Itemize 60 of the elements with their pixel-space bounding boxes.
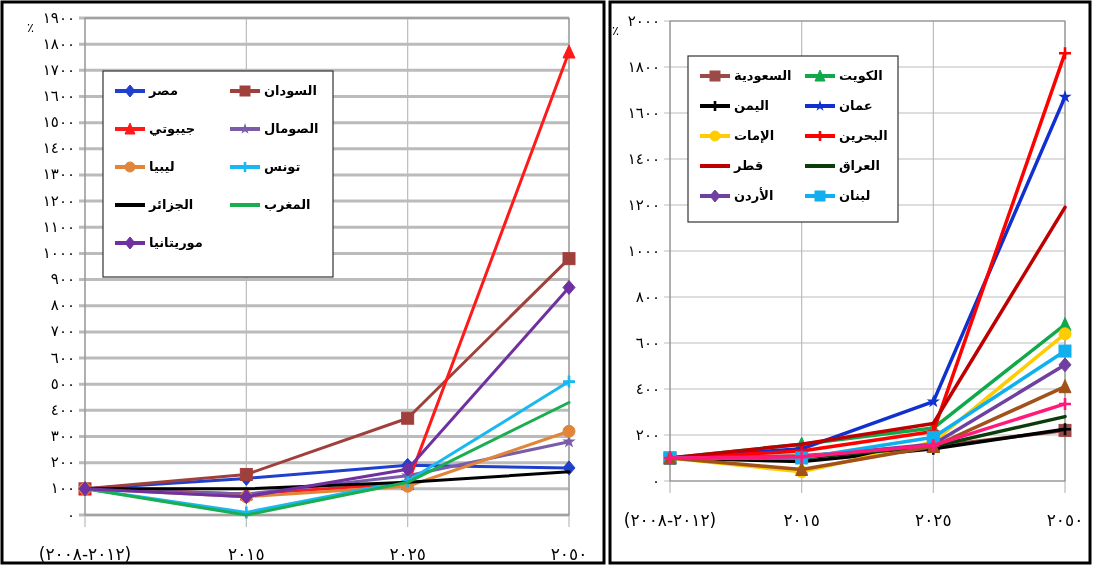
legend-label: عمان [839, 97, 873, 113]
x-tick-label: (٢٠٠٨-٢٠١٢) [623, 510, 717, 530]
y-tick-label: ١٩٠٠ [42, 8, 75, 27]
x-tick-label: ٢٠١٥ [783, 510, 820, 530]
x-tick-label: ٢٠٥٠ [1046, 510, 1084, 530]
y-tick-label: ١٠٠ [50, 479, 75, 498]
y-tick-label: ٩٠٠ [50, 270, 75, 289]
y-tick-label: ١٠٠٠ [42, 243, 75, 262]
x-tick-label: ٢٠٢٥ [915, 510, 952, 530]
y-tick-label: ٤٠٠ [50, 400, 75, 419]
legend-label: ليبيا [149, 158, 175, 174]
y-axis-title: ٪ [612, 23, 619, 38]
y-tick-label: ٥٠٠ [50, 374, 75, 393]
legend-label: جيبوتي [149, 120, 196, 136]
y-tick-label: ٢٠٠ [635, 425, 660, 444]
y-tick-label: ٦٠٠ [50, 348, 75, 367]
x-tick-label: ٢٠٢٥ [389, 544, 426, 564]
y-tick-label: ٠ [66, 505, 75, 524]
legend-label: الجزائر [148, 196, 194, 212]
legend-label: مصر [148, 82, 178, 98]
y-tick-label: ٤٠٠ [635, 379, 660, 398]
legend-label: الإمات [734, 127, 775, 143]
legend-label: قطر [733, 157, 764, 173]
y-tick-label: ١٧٠٠ [42, 60, 75, 79]
y-tick-label: ٣٠٠ [50, 427, 75, 446]
y-tick-label: ١٨٠٠ [42, 34, 75, 53]
legend-label: موريتانيا [149, 234, 203, 250]
y-tick-label: ٢٠٠٠ [627, 11, 660, 30]
y-tick-label: ١٥٠٠ [42, 113, 75, 132]
y-tick-label: ١٨٠٠ [627, 57, 660, 76]
legend-label: البحرين [839, 127, 888, 143]
y-tick-label: ٦٠٠ [635, 333, 660, 352]
legend-label: لبنان [839, 187, 871, 203]
legend-label: الكويت [839, 67, 883, 83]
y-tick-label: ٨٠٠ [50, 296, 75, 315]
legend-label: العراق [839, 157, 880, 173]
legend-label: الأردن [734, 186, 774, 203]
legend-label: المغرب [264, 196, 311, 212]
y-tick-label: ١٦٠٠ [627, 103, 660, 122]
y-tick-label: ١٤٠٠ [627, 149, 660, 168]
legend-label: اليمن [734, 97, 770, 113]
y-tick-label: ٢٠٠ [50, 453, 75, 472]
y-tick-label: ٠ [651, 471, 660, 490]
x-tick-label: ٢٠١٥ [228, 544, 265, 564]
y-tick-label: ١١٠٠ [42, 217, 75, 236]
y-axis-title: ٪ [27, 20, 34, 35]
y-tick-label: ١٣٠٠ [42, 165, 75, 184]
legend-label: الصومال [264, 120, 319, 136]
y-tick-label: ٨٠٠ [635, 287, 660, 306]
y-tick-label: ١٦٠٠ [42, 86, 75, 105]
legend-label: تونس [264, 158, 301, 174]
x-tick-label: ٢٠٥٠ [550, 544, 588, 564]
y-tick-label: ٧٠٠ [50, 322, 75, 341]
y-tick-label: ١٢٠٠ [627, 195, 660, 214]
legend-label: السودان [264, 82, 317, 98]
y-tick-label: ١٠٠٠ [627, 241, 660, 260]
y-tick-label: ١٢٠٠ [42, 191, 75, 210]
legend-label: السعودية [734, 67, 792, 83]
x-tick-label: (٢٠٠٨-٢٠١٢) [38, 544, 132, 564]
y-tick-label: ١٤٠٠ [42, 139, 75, 158]
